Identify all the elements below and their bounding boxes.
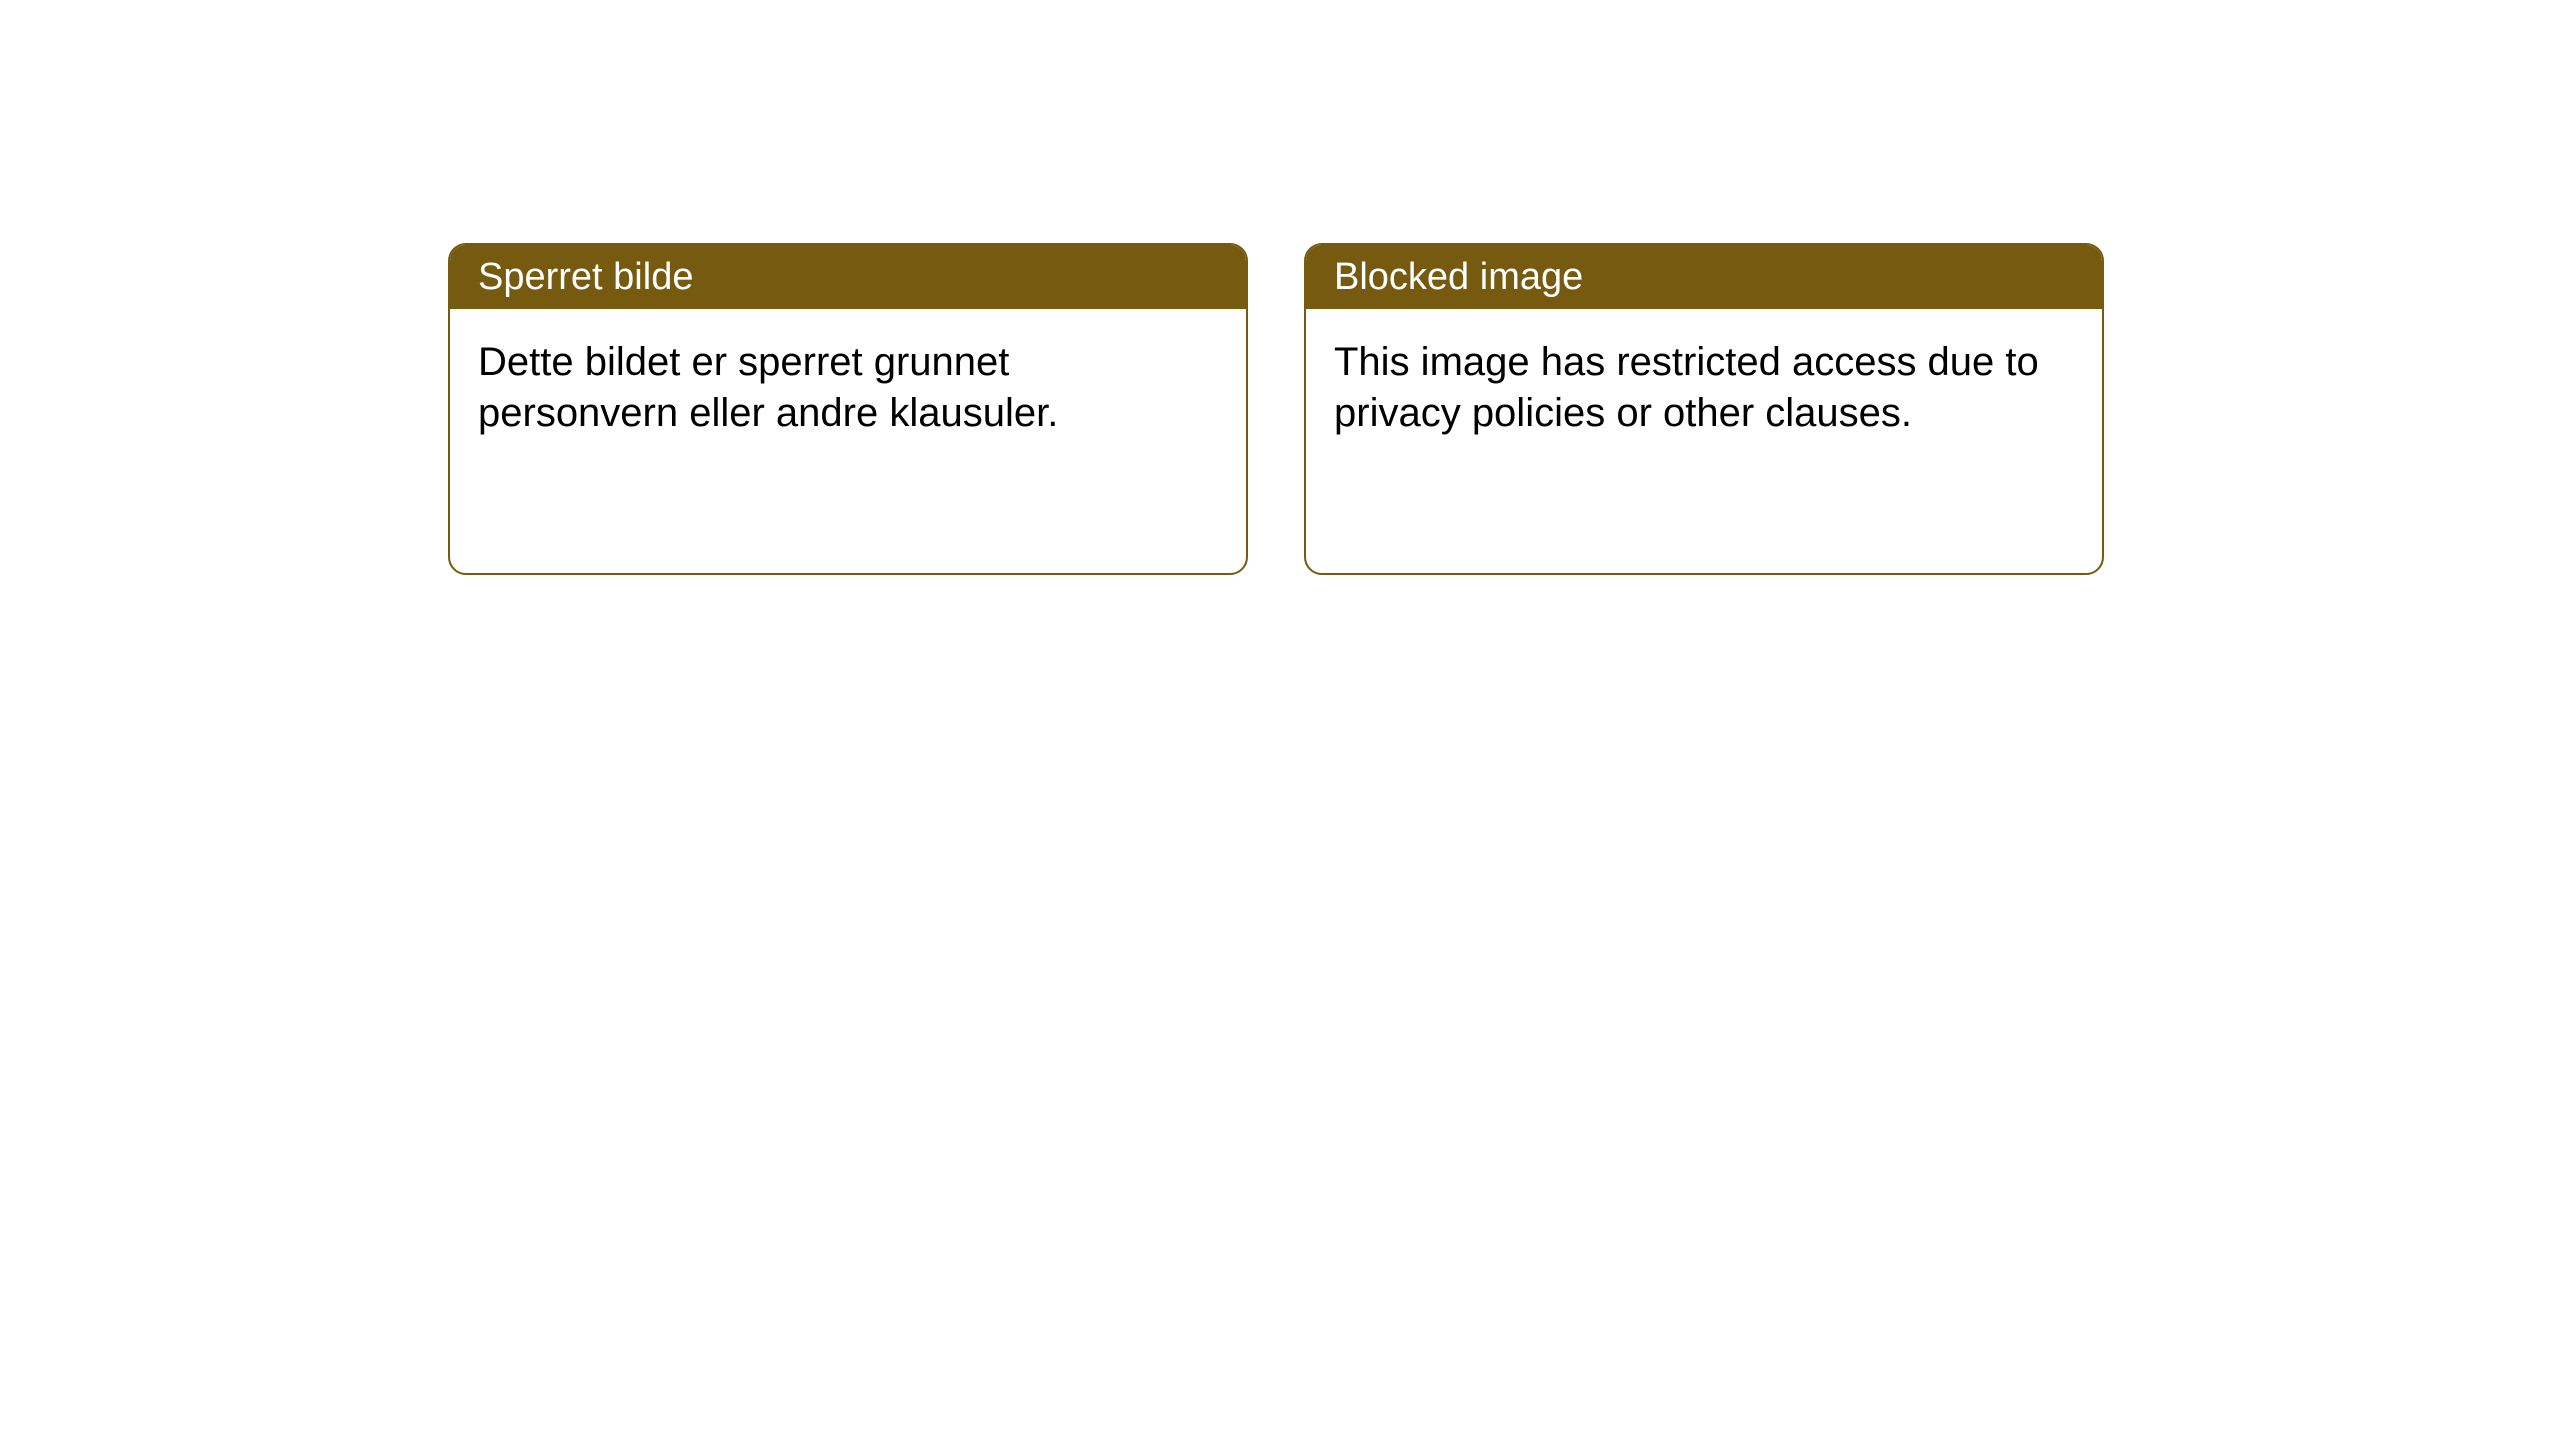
notice-header: Sperret bilde: [450, 245, 1246, 309]
notice-card-english: Blocked image This image has restricted …: [1304, 243, 2104, 575]
notice-header: Blocked image: [1306, 245, 2102, 309]
notice-body: Dette bildet er sperret grunnet personve…: [450, 309, 1246, 467]
notice-body: This image has restricted access due to …: [1306, 309, 2102, 467]
notice-card-norwegian: Sperret bilde Dette bildet er sperret gr…: [448, 243, 1248, 575]
notice-container: Sperret bilde Dette bildet er sperret gr…: [448, 243, 2104, 575]
